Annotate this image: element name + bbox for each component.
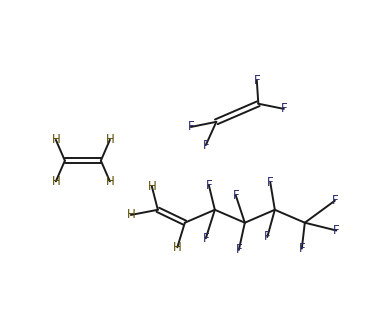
- Text: H: H: [147, 180, 156, 193]
- Text: F: F: [253, 74, 260, 87]
- Text: F: F: [233, 189, 239, 202]
- Text: F: F: [202, 232, 209, 245]
- Text: F: F: [333, 224, 340, 237]
- Text: F: F: [188, 121, 194, 133]
- Text: F: F: [202, 139, 209, 152]
- Text: H: H: [51, 133, 60, 146]
- Text: H: H: [127, 208, 135, 221]
- Text: H: H: [106, 133, 114, 146]
- Text: H: H: [173, 241, 182, 254]
- Text: F: F: [267, 176, 274, 189]
- Text: F: F: [264, 230, 271, 244]
- Text: F: F: [205, 179, 212, 192]
- Text: F: F: [332, 194, 338, 207]
- Text: H: H: [106, 175, 114, 188]
- Text: H: H: [51, 175, 60, 188]
- Text: F: F: [281, 102, 287, 115]
- Text: F: F: [236, 243, 242, 256]
- Text: F: F: [298, 242, 305, 255]
